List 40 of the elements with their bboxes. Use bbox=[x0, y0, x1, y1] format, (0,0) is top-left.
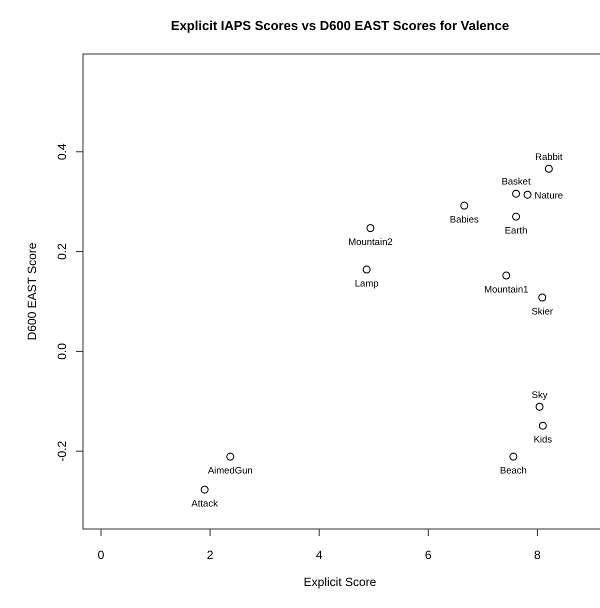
annotation: Mountain2 bbox=[348, 237, 393, 248]
x-tick-label: 2 bbox=[206, 548, 214, 562]
point bbox=[200, 486, 209, 494]
point bbox=[538, 422, 547, 430]
y-tick-label: 0.0 bbox=[55, 342, 69, 360]
x-tick-label: 6 bbox=[424, 548, 432, 562]
annotation: Attack bbox=[191, 498, 218, 510]
point bbox=[538, 293, 546, 302]
x-tick-label: 0 bbox=[98, 548, 105, 562]
point bbox=[509, 452, 518, 461]
x-tick-label: 8 bbox=[534, 548, 542, 562]
point bbox=[524, 190, 532, 199]
x-tick-label: 4 bbox=[316, 548, 323, 562]
point bbox=[366, 224, 374, 232]
point bbox=[512, 212, 520, 221]
annotation: Babies bbox=[450, 214, 480, 226]
point bbox=[544, 164, 553, 173]
y-tick-label: 0.4 bbox=[55, 143, 69, 160]
annotation: Nature bbox=[534, 190, 564, 202]
annotation: Basket bbox=[502, 176, 531, 188]
point bbox=[536, 402, 544, 411]
x-axis-title: Explicit Score bbox=[304, 575, 377, 589]
annotation: Mountain1 bbox=[484, 284, 528, 296]
annotation: Kids bbox=[534, 434, 552, 446]
point bbox=[226, 452, 234, 461]
y-tick-label: 0.2 bbox=[55, 242, 69, 260]
chart-title: Explicit IAPS Scores vs D600 EAST Scores for Valence bbox=[170, 18, 510, 33]
annotation: Beach bbox=[500, 466, 527, 477]
point bbox=[512, 190, 520, 198]
y-tick-label: -0.2 bbox=[55, 440, 69, 462]
y-axis-title: D600 EAST Score bbox=[25, 242, 39, 340]
annotation: Sky bbox=[532, 390, 548, 401]
annotation: Earth bbox=[504, 226, 528, 237]
point bbox=[362, 266, 371, 274]
annotation: Skier bbox=[531, 306, 554, 318]
annotation: Lamp bbox=[354, 278, 379, 290]
point bbox=[502, 272, 510, 280]
annotation: AimedGun bbox=[208, 466, 253, 477]
point bbox=[460, 202, 468, 210]
annotation: Rabbit bbox=[535, 152, 563, 163]
